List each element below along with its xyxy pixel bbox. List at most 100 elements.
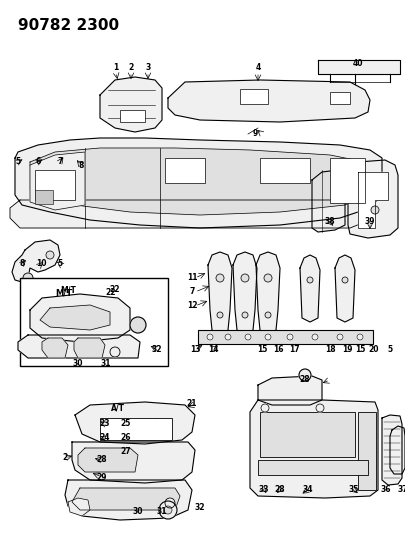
Text: 5: 5 bbox=[388, 344, 392, 353]
Circle shape bbox=[130, 317, 146, 333]
Bar bbox=[330, 92, 350, 104]
Polygon shape bbox=[258, 376, 322, 405]
Text: 17: 17 bbox=[289, 344, 299, 353]
Text: M/T: M/T bbox=[60, 286, 76, 295]
Circle shape bbox=[265, 312, 271, 318]
Bar bbox=[258, 460, 368, 475]
Text: 35: 35 bbox=[349, 486, 359, 495]
Polygon shape bbox=[382, 415, 402, 485]
Bar bbox=[35, 170, 75, 200]
Circle shape bbox=[165, 498, 175, 508]
Text: 24: 24 bbox=[100, 433, 110, 442]
Bar bbox=[240, 89, 268, 104]
Circle shape bbox=[46, 251, 54, 259]
Text: 19: 19 bbox=[342, 344, 352, 353]
Text: 37: 37 bbox=[398, 486, 405, 495]
Polygon shape bbox=[250, 400, 378, 498]
Polygon shape bbox=[10, 200, 370, 228]
Text: 29: 29 bbox=[97, 472, 107, 481]
Polygon shape bbox=[30, 152, 85, 210]
Text: 22: 22 bbox=[105, 288, 115, 297]
Circle shape bbox=[287, 334, 293, 340]
Text: 32: 32 bbox=[195, 503, 205, 512]
Text: 39: 39 bbox=[365, 217, 375, 227]
Text: 13: 13 bbox=[190, 344, 200, 353]
Text: 28: 28 bbox=[275, 486, 285, 495]
Polygon shape bbox=[68, 498, 90, 516]
Polygon shape bbox=[256, 252, 280, 335]
Text: 20: 20 bbox=[369, 344, 379, 353]
Bar bbox=[165, 158, 205, 183]
Text: 2: 2 bbox=[62, 454, 68, 463]
Polygon shape bbox=[208, 252, 232, 335]
Text: 5: 5 bbox=[58, 260, 62, 269]
Bar bbox=[358, 412, 376, 490]
Text: A/T: A/T bbox=[111, 403, 125, 413]
Text: 30: 30 bbox=[133, 507, 143, 516]
Text: 15: 15 bbox=[257, 344, 267, 353]
Text: 38: 38 bbox=[325, 217, 335, 227]
Text: 12: 12 bbox=[187, 302, 197, 311]
Circle shape bbox=[225, 334, 231, 340]
Polygon shape bbox=[12, 240, 60, 282]
Text: 28: 28 bbox=[300, 376, 310, 384]
Polygon shape bbox=[18, 335, 140, 358]
Text: 7: 7 bbox=[58, 157, 63, 166]
Polygon shape bbox=[233, 252, 257, 335]
Text: 14: 14 bbox=[208, 344, 218, 353]
Text: 33: 33 bbox=[259, 486, 269, 495]
Text: 22: 22 bbox=[110, 286, 120, 295]
Text: 8: 8 bbox=[78, 160, 84, 169]
Text: 31: 31 bbox=[101, 359, 111, 367]
Polygon shape bbox=[74, 338, 105, 358]
Bar bbox=[120, 110, 145, 122]
Polygon shape bbox=[72, 442, 195, 483]
Text: 4: 4 bbox=[256, 63, 261, 72]
Text: 23: 23 bbox=[100, 419, 110, 429]
Polygon shape bbox=[40, 305, 110, 330]
Text: 9: 9 bbox=[252, 130, 258, 139]
Text: 34: 34 bbox=[303, 486, 313, 495]
Circle shape bbox=[242, 312, 248, 318]
Polygon shape bbox=[75, 402, 195, 444]
Circle shape bbox=[241, 274, 249, 282]
Circle shape bbox=[216, 274, 224, 282]
Text: 7: 7 bbox=[189, 287, 195, 296]
Polygon shape bbox=[335, 255, 355, 322]
Text: M/T: M/T bbox=[55, 288, 72, 297]
Text: 6: 6 bbox=[35, 157, 41, 166]
Text: 16: 16 bbox=[273, 344, 283, 353]
Bar bbox=[35, 190, 53, 204]
Circle shape bbox=[371, 206, 379, 214]
Text: 11: 11 bbox=[187, 273, 197, 282]
Text: 26: 26 bbox=[121, 433, 131, 442]
Circle shape bbox=[316, 404, 324, 412]
Circle shape bbox=[207, 334, 213, 340]
Bar bbox=[198, 330, 373, 344]
Text: 27: 27 bbox=[121, 448, 131, 456]
Polygon shape bbox=[42, 338, 68, 358]
Polygon shape bbox=[390, 426, 405, 474]
Text: 40: 40 bbox=[353, 60, 363, 69]
Circle shape bbox=[245, 334, 251, 340]
Bar bbox=[100, 418, 172, 440]
Polygon shape bbox=[100, 77, 162, 132]
Circle shape bbox=[261, 404, 269, 412]
Polygon shape bbox=[65, 480, 192, 520]
Polygon shape bbox=[15, 138, 382, 228]
Circle shape bbox=[307, 277, 313, 283]
Text: 18: 18 bbox=[325, 344, 335, 353]
Polygon shape bbox=[348, 160, 398, 238]
Text: 1: 1 bbox=[113, 63, 119, 72]
Circle shape bbox=[23, 273, 33, 283]
Polygon shape bbox=[318, 60, 400, 74]
Circle shape bbox=[357, 334, 363, 340]
Circle shape bbox=[164, 506, 172, 514]
Bar bbox=[260, 158, 310, 183]
Circle shape bbox=[159, 501, 177, 519]
Text: 5: 5 bbox=[15, 157, 21, 166]
Circle shape bbox=[265, 334, 271, 340]
Text: 36: 36 bbox=[381, 486, 391, 495]
Text: 15: 15 bbox=[355, 344, 365, 353]
Polygon shape bbox=[168, 80, 370, 122]
